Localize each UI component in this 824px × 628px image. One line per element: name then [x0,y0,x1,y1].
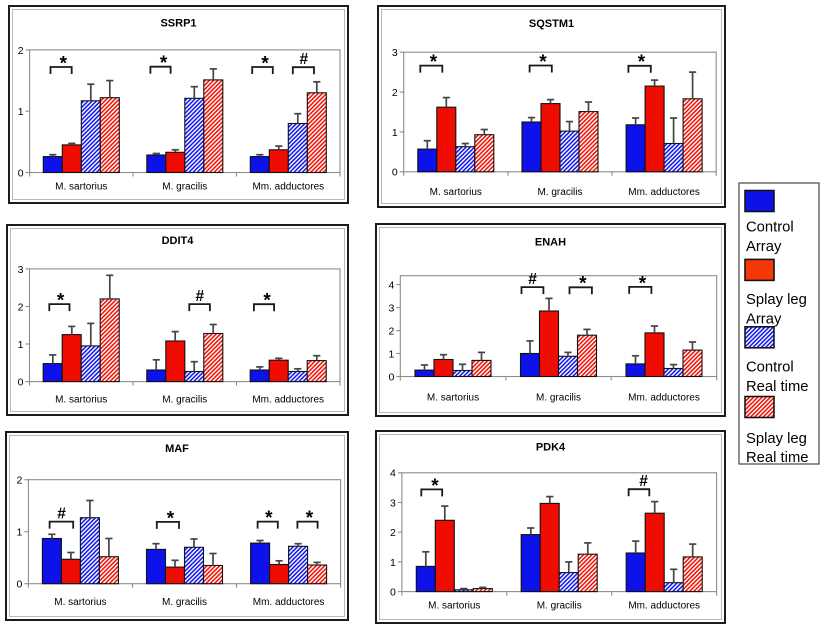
svg-text:*: * [261,53,269,74]
svg-text:Array: Array [746,312,782,328]
svg-text:1: 1 [18,106,24,118]
svg-text:*: * [639,273,647,294]
svg-text:Mm. adductores: Mm. adductores [628,187,700,198]
svg-text:3: 3 [392,47,398,59]
svg-text:Splay leg: Splay leg [746,292,807,308]
svg-text:Mm. adductores: Mm. adductores [253,597,325,608]
svg-text:0: 0 [392,167,398,179]
svg-text:*: * [263,291,271,312]
svg-text:*: * [265,508,273,529]
svg-text:M. gracilis: M. gracilis [537,187,582,198]
svg-text:M. gracilis: M. gracilis [536,393,581,404]
svg-text:DDIT4: DDIT4 [162,235,195,247]
svg-text:#: # [639,473,648,490]
svg-text:M. gracilis: M. gracilis [162,182,207,193]
svg-text:M. sartorius: M. sartorius [55,182,107,193]
svg-text:0: 0 [390,587,396,599]
svg-text:M. sartorius: M. sartorius [55,395,107,406]
svg-text:4: 4 [390,468,396,480]
svg-text:*: * [430,52,438,73]
svg-text:4: 4 [388,280,394,292]
svg-text:MAF: MAF [165,443,189,455]
svg-text:3: 3 [18,264,24,276]
svg-text:*: * [539,52,547,73]
svg-text:M. gracilis: M. gracilis [162,395,207,406]
svg-text:1: 1 [388,348,394,360]
svg-text:0: 0 [18,167,24,179]
svg-text:1: 1 [390,557,396,569]
svg-text:*: * [57,291,65,312]
svg-text:M. sartorius: M. sartorius [427,393,479,404]
svg-text:Array: Array [746,239,782,255]
svg-text:Control: Control [746,360,794,376]
svg-text:2: 2 [390,527,396,539]
svg-text:M. gracilis: M. gracilis [537,601,582,612]
svg-text:2: 2 [392,87,398,99]
svg-text:0: 0 [17,579,23,591]
svg-text:#: # [195,288,204,305]
svg-text:Mm. adductores: Mm. adductores [628,393,700,404]
svg-text:1: 1 [18,339,24,351]
svg-text:*: * [167,508,175,529]
svg-text:M. sartorius: M. sartorius [428,601,480,612]
svg-text:*: * [60,53,68,74]
svg-text:2: 2 [388,326,394,338]
svg-text:M. sartorius: M. sartorius [54,597,106,608]
svg-text:Splay leg: Splay leg [746,431,807,447]
svg-text:2: 2 [18,301,24,313]
svg-text:3: 3 [390,497,396,509]
svg-text:M. sartorius: M. sartorius [430,187,482,198]
svg-text:Control: Control [746,220,794,236]
svg-text:Mm. adductores: Mm. adductores [252,395,324,406]
svg-text:#: # [528,271,537,288]
svg-text:*: * [306,508,314,529]
svg-text:0: 0 [18,377,24,389]
svg-text:Real time: Real time [746,450,809,466]
svg-text:SQSTM1: SQSTM1 [529,18,574,30]
svg-text:2: 2 [17,475,23,487]
svg-text:1: 1 [17,527,23,539]
svg-text:Real time: Real time [746,379,809,395]
svg-text:0: 0 [388,371,394,383]
svg-text:#: # [299,51,308,68]
svg-text:PDK4: PDK4 [536,441,566,453]
svg-text:Mm. adductores: Mm. adductores [252,182,324,193]
svg-text:M. gracilis: M. gracilis [162,597,207,608]
svg-text:*: * [431,476,439,497]
svg-text:Mm. adductores: Mm. adductores [628,601,700,612]
svg-text:1: 1 [392,127,398,139]
svg-text:3: 3 [388,303,394,315]
svg-text:SSRP1: SSRP1 [160,17,196,29]
svg-text:*: * [638,52,646,73]
svg-text:*: * [160,53,168,74]
svg-text:#: # [57,505,66,522]
svg-text:*: * [579,274,587,295]
svg-text:2: 2 [18,45,24,57]
svg-text:ENAH: ENAH [535,237,566,249]
